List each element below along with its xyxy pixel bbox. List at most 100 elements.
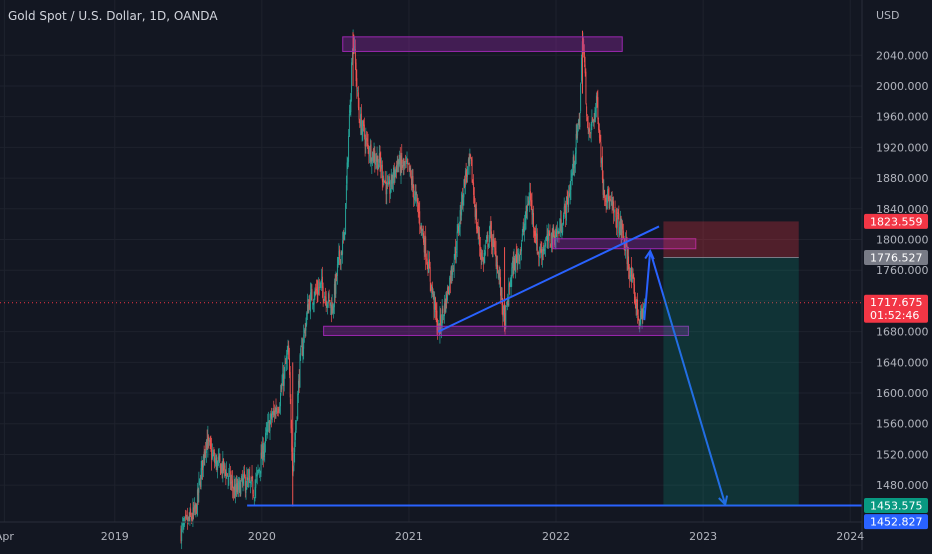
candle-body	[300, 348, 302, 356]
candle-body	[402, 161, 404, 167]
resistance-zone[interactable]	[342, 36, 623, 52]
trendline[interactable]	[437, 225, 660, 333]
candle-body	[467, 166, 469, 176]
candle-body	[295, 420, 297, 430]
candle-body	[472, 182, 474, 185]
candle-body	[410, 170, 412, 176]
candle-body	[637, 299, 639, 315]
candle-body	[505, 305, 507, 328]
candle-body	[318, 286, 320, 294]
candle-body	[570, 179, 572, 190]
candle-body	[408, 163, 409, 165]
candle-body	[337, 257, 339, 264]
candle-body	[563, 206, 565, 217]
candle-body	[219, 453, 221, 462]
candle-body	[393, 167, 395, 178]
candle-body	[626, 245, 628, 265]
candle-body	[554, 235, 555, 245]
candle-body	[546, 234, 548, 241]
candle-body	[195, 504, 197, 509]
candle-body	[209, 440, 211, 443]
time-axis[interactable]: Apr 2019 2020 2021 2022 2023 2024	[0, 521, 864, 543]
candle-body	[389, 181, 391, 194]
candle-body	[545, 239, 547, 241]
candle-body	[449, 276, 451, 284]
take-profit-zone[interactable]	[663, 257, 799, 506]
candle-body	[223, 458, 225, 471]
candle-body	[469, 155, 471, 165]
candle-body	[600, 142, 602, 163]
candle-body	[260, 452, 262, 474]
candle-body	[183, 523, 185, 525]
candle-body	[638, 318, 640, 327]
candle-body	[225, 472, 227, 479]
candle-body	[606, 201, 608, 202]
candle-body	[317, 290, 319, 295]
candle-body	[595, 95, 597, 109]
candle-body	[273, 410, 275, 412]
candle-body	[417, 204, 419, 211]
candle-body	[541, 249, 543, 258]
candle-body	[256, 470, 258, 477]
candle-body	[369, 155, 371, 157]
candle-body	[437, 328, 439, 331]
candle-body	[358, 106, 360, 120]
candle-body	[399, 154, 400, 165]
candle-body	[336, 274, 338, 277]
candle-body	[551, 232, 552, 249]
price-tag-entry	[864, 250, 928, 266]
candle-body	[306, 313, 308, 325]
candle-body	[518, 253, 519, 256]
candle-body	[251, 475, 253, 479]
candle-body	[427, 264, 429, 274]
candle-body	[264, 444, 266, 453]
candle-body	[464, 170, 466, 187]
candle-body	[398, 163, 400, 168]
candle-body	[285, 361, 287, 364]
candle-body	[333, 283, 335, 308]
candle-body	[518, 255, 520, 261]
candle-body	[226, 473, 228, 477]
price-axis[interactable]: 2040.000 2000.000 1960.000 1920.000 1880.000…	[861, 0, 929, 550]
candle-body	[321, 278, 323, 284]
candle-body	[341, 251, 343, 255]
candle-body	[268, 420, 269, 424]
candle-body	[482, 257, 484, 260]
candle-body	[634, 300, 636, 303]
candle-body	[301, 346, 302, 348]
candle-body	[256, 474, 257, 477]
candle-body	[319, 282, 321, 287]
stop-loss-zone[interactable]	[663, 221, 799, 258]
candle-body	[642, 308, 644, 318]
candle-body	[293, 453, 295, 466]
candle-body	[284, 364, 286, 372]
price-tag-label-last: 1717.675	[870, 296, 923, 309]
candle-body	[349, 110, 351, 114]
candle-body	[303, 334, 305, 349]
candle-body	[283, 374, 284, 387]
x-tick-label: 2020	[248, 530, 276, 543]
support-zone[interactable]	[323, 325, 689, 336]
candle-body	[272, 411, 274, 415]
candle-body	[500, 287, 502, 294]
y-tick-label: 1760.000	[876, 264, 929, 277]
candle-body	[420, 226, 421, 230]
candle-body	[447, 286, 449, 294]
candle-body	[190, 508, 192, 516]
candle-body	[470, 157, 472, 161]
candle-body	[277, 411, 279, 413]
candle-body	[380, 161, 382, 171]
candle-body	[591, 119, 593, 126]
price-tag-label-target: 1453.575	[870, 499, 923, 512]
candle-body	[330, 302, 332, 305]
candle-body	[542, 249, 544, 252]
candle-body	[283, 369, 285, 386]
candle-body	[214, 461, 216, 463]
candle-body	[213, 452, 215, 455]
candle-body	[421, 225, 423, 231]
candle-body	[637, 315, 639, 320]
candle-body	[304, 330, 306, 334]
candle-body	[405, 161, 406, 163]
